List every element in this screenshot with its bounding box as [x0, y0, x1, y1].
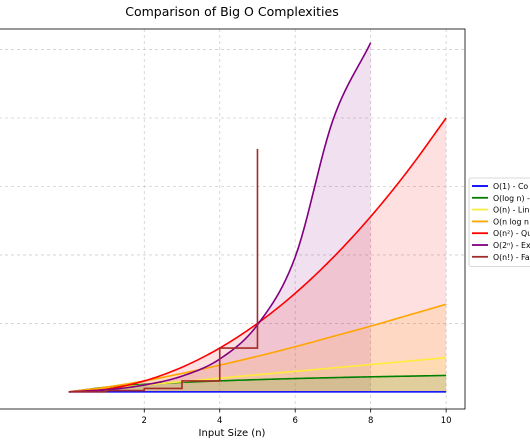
x-axis-label: Input Size (n)	[199, 428, 266, 439]
plot-area: 2 4 6 8 10	[0, 28, 466, 426]
series-line	[68, 148, 259, 393]
legend-label: O(n!) - Fa	[493, 253, 530, 262]
series-line	[68, 356, 447, 393]
legend-label: O(n) - Lin	[493, 206, 529, 215]
x-tick-label: 6	[292, 416, 297, 426]
x-tick-label: 8	[368, 416, 373, 426]
x-tick-label: 10	[441, 416, 452, 426]
legend-label: O(2ⁿ) - Ex	[493, 241, 530, 250]
legend-label: O(log n) -	[493, 194, 530, 203]
x-tick-label: 4	[217, 416, 222, 426]
legend-label: O(n²) - Qu	[493, 229, 530, 238]
x-tick-label: 2	[142, 416, 147, 426]
axes-frame	[0, 28, 466, 410]
series-fill	[68, 118, 447, 392]
legend: O(1) - Co O(log n) - O(n) - Lin O(n log n O(…	[468, 177, 530, 267]
series-fill	[68, 304, 447, 392]
series-line	[68, 374, 447, 393]
series-fill	[68, 42, 371, 392]
plot-background	[0, 29, 465, 409]
chart-title: Comparison of Big O Complexities	[125, 4, 338, 19]
legend-label: O(n log n	[493, 217, 529, 226]
series-line	[68, 303, 447, 393]
legend-label: O(1) - Co	[493, 182, 528, 191]
